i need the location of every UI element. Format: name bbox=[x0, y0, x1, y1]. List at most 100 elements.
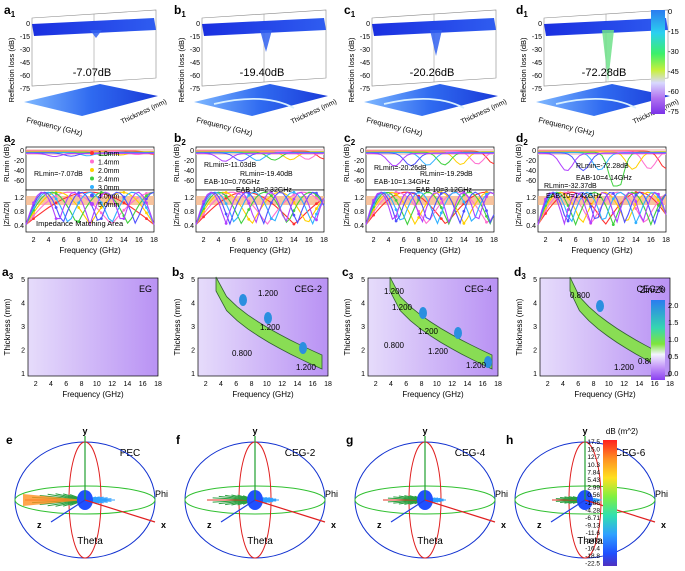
z-point bbox=[462, 190, 466, 194]
row4-colorbar-tick: 15.0 bbox=[587, 447, 600, 454]
xtick: 10 bbox=[260, 237, 268, 244]
legend-label: 4.0mm bbox=[98, 194, 120, 201]
z-point bbox=[417, 216, 421, 219]
ytick: 4 bbox=[191, 301, 195, 308]
xtick: 16 bbox=[305, 237, 313, 244]
xtick: 18 bbox=[324, 381, 332, 388]
rl-note: RLmin=-11.03dB bbox=[204, 162, 257, 169]
xtick: 14 bbox=[294, 381, 302, 388]
z-point bbox=[32, 201, 35, 205]
z-ytick: 0.4 bbox=[526, 223, 536, 230]
z-point bbox=[394, 214, 398, 218]
ytick: 4 bbox=[533, 301, 537, 308]
z-point bbox=[247, 193, 251, 197]
panel-g: g CEG-4 y x z Phi Theta bbox=[346, 426, 508, 559]
rl-ylabel: RLmin (dB) bbox=[172, 144, 181, 182]
xtick: 10 bbox=[602, 237, 610, 244]
z-point bbox=[224, 202, 228, 206]
z-ytick: 0.8 bbox=[526, 209, 536, 216]
contour-label: 1.200 bbox=[614, 363, 635, 372]
z-point bbox=[589, 205, 593, 208]
panel-c2: 0 -20 -40 -60 1.2 0.8 0.4 2 4 6 8 10 12 14 16 18 Frequen… bbox=[342, 144, 498, 255]
z-point bbox=[394, 219, 398, 223]
z-point bbox=[315, 191, 318, 195]
row1-ztick: -45 bbox=[532, 60, 542, 67]
z-point bbox=[394, 208, 398, 212]
xtick: 14 bbox=[290, 237, 298, 244]
matching-core bbox=[484, 356, 492, 368]
rl-ytick: -60 bbox=[354, 178, 364, 185]
row1-ztick: -60 bbox=[20, 73, 30, 80]
axis-label-z: z bbox=[207, 520, 212, 530]
rl-ytick: -40 bbox=[354, 168, 364, 175]
z-point bbox=[462, 200, 466, 204]
legend-label: 5.0mm bbox=[98, 202, 120, 209]
panel-label-c3: c3 bbox=[342, 265, 354, 281]
z-point bbox=[315, 202, 318, 206]
xtick: 8 bbox=[420, 381, 424, 388]
axis-label-phi: Phi bbox=[155, 489, 168, 499]
rl-note: EAB-10=2.32GHz bbox=[236, 187, 292, 194]
ytick: 2 bbox=[21, 348, 25, 355]
row4-colorbar-tick: 17.5 bbox=[587, 439, 600, 446]
rlmin-annotation: -7.07dB bbox=[73, 67, 112, 79]
impedance-band bbox=[538, 196, 666, 205]
z-ytick: 1.2 bbox=[526, 195, 536, 202]
z-series-2.4mm bbox=[537, 191, 667, 227]
z-point bbox=[372, 198, 375, 202]
xtick: 12 bbox=[278, 381, 286, 388]
panel-label-d1: d1 bbox=[516, 3, 528, 19]
row4-colorbar-tick: -9.13 bbox=[585, 523, 600, 530]
ytick: 2 bbox=[533, 348, 537, 355]
matching-core bbox=[299, 342, 307, 354]
xtick: 18 bbox=[662, 237, 670, 244]
xtick: 2 bbox=[34, 381, 38, 388]
z-point bbox=[611, 197, 615, 201]
z-point bbox=[77, 220, 81, 224]
xtick: 8 bbox=[589, 237, 593, 244]
z-point bbox=[292, 213, 296, 217]
xtick: 10 bbox=[430, 237, 438, 244]
xtick: 2 bbox=[204, 381, 208, 388]
z-point bbox=[145, 194, 148, 197]
row1-ztick: -75 bbox=[360, 86, 370, 93]
z-point bbox=[315, 212, 318, 216]
z-point bbox=[247, 208, 251, 212]
z-axis bbox=[220, 499, 256, 523]
z-ytick: 0.8 bbox=[14, 209, 24, 216]
xtick: 4 bbox=[219, 381, 223, 388]
contour-label: 1.200 bbox=[260, 323, 281, 332]
z-point bbox=[122, 217, 126, 221]
z-point bbox=[485, 209, 488, 213]
z-axis bbox=[50, 499, 86, 523]
row3-colorbar-title: Zin/Z0 bbox=[640, 285, 666, 295]
z-point bbox=[394, 192, 398, 196]
legend-marker bbox=[90, 193, 94, 198]
z-point bbox=[315, 218, 318, 222]
ytick: 4 bbox=[21, 301, 25, 308]
axis-label-x: x bbox=[661, 520, 666, 530]
row1-ztick: -75 bbox=[190, 86, 200, 93]
xtick: 12 bbox=[105, 237, 113, 244]
z-point bbox=[99, 194, 103, 197]
panel-label-b3: b3 bbox=[172, 265, 184, 281]
legend-marker bbox=[90, 202, 94, 206]
z-point bbox=[122, 208, 126, 212]
ylabel: Thickness (mm) bbox=[515, 298, 524, 355]
xtick: 12 bbox=[620, 381, 628, 388]
rl-ytick: -60 bbox=[526, 178, 536, 185]
ytick: 1 bbox=[361, 371, 365, 378]
row1-colorbar-tick: -30 bbox=[668, 47, 679, 56]
z-ytick: 0.4 bbox=[184, 223, 194, 230]
axis-label-x: x bbox=[161, 520, 166, 530]
contour-label: 1.200 bbox=[428, 347, 449, 356]
xtick: 10 bbox=[433, 381, 441, 388]
matching-band bbox=[215, 276, 323, 370]
xtick: 6 bbox=[574, 237, 578, 244]
rl-ytick: 0 bbox=[190, 148, 194, 155]
ytick: 3 bbox=[21, 324, 25, 331]
z-point bbox=[544, 197, 547, 201]
legend-label: 3.0mm bbox=[98, 185, 120, 192]
